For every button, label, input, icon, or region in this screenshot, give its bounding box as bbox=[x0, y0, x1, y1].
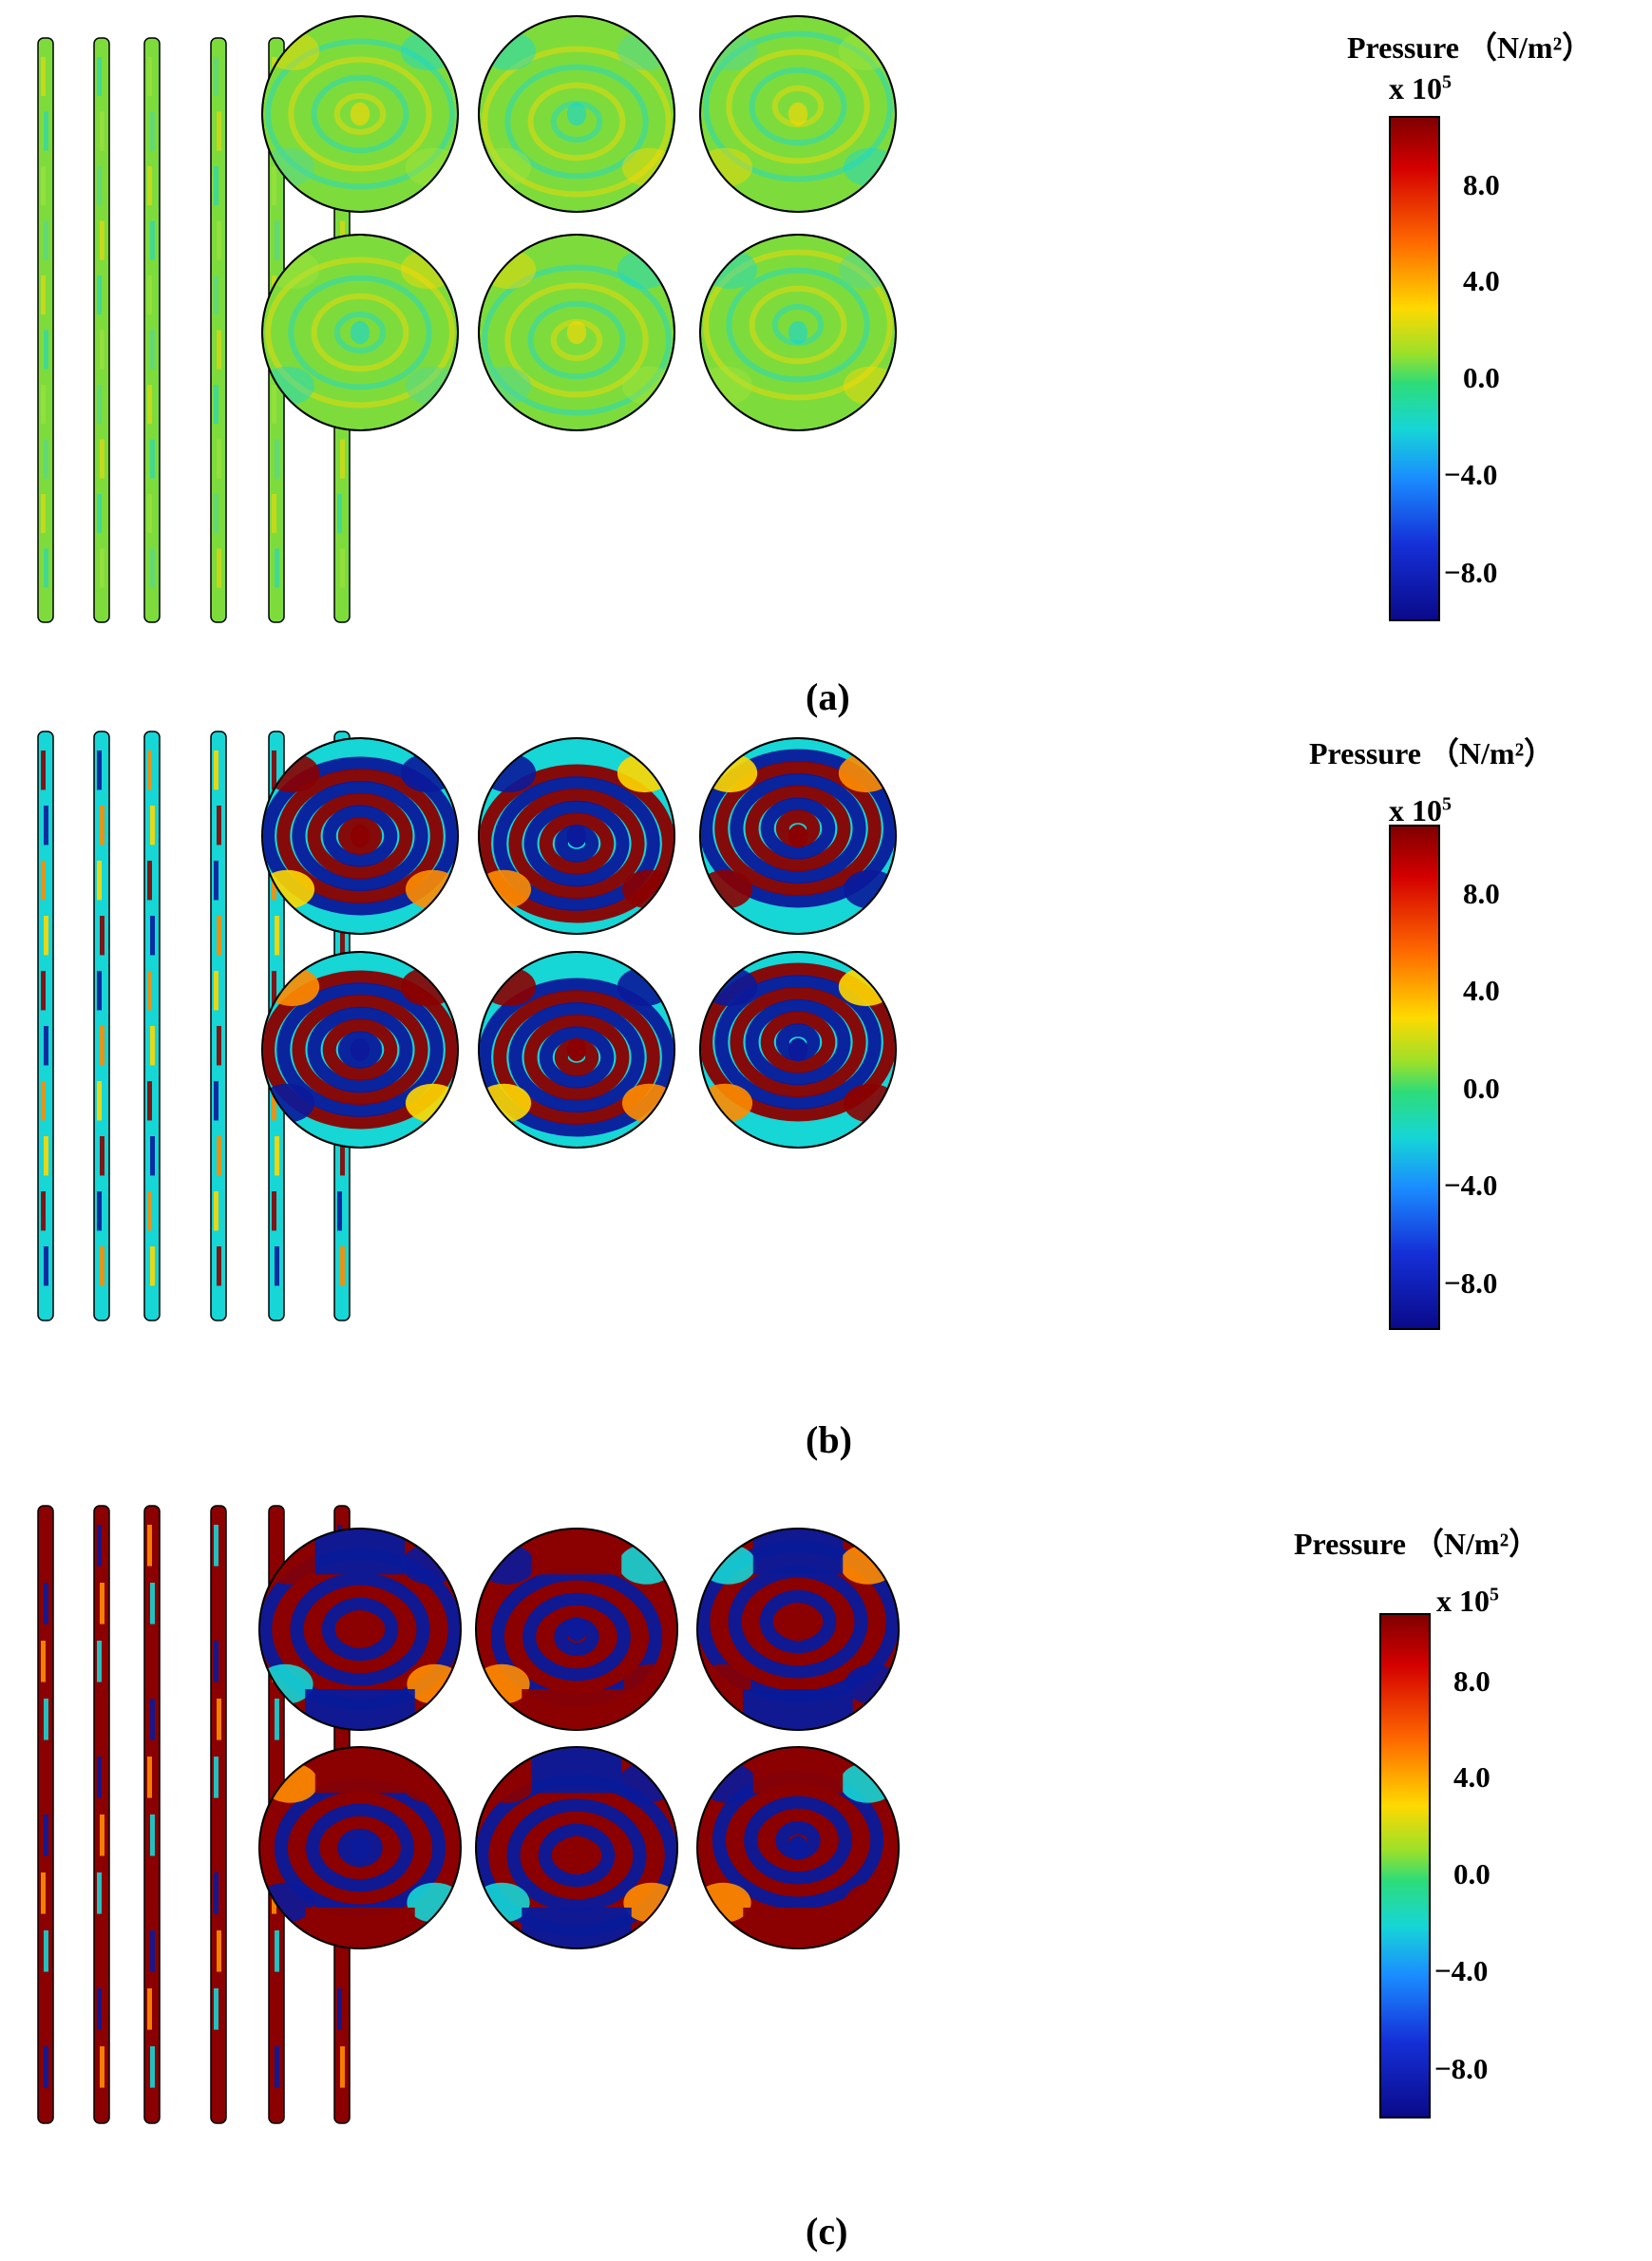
side-view-strip bbox=[210, 1505, 227, 2124]
pressure-disc bbox=[696, 1746, 900, 1949]
panel-caption: (b) bbox=[806, 1418, 852, 1461]
panel-a: Pressure （N/m²） x 105 8.0 4.0 0.0 −4.0 −… bbox=[0, 0, 1652, 718]
colorbar bbox=[1379, 1613, 1431, 2118]
side-view-strip bbox=[37, 1505, 54, 2124]
colorbar-tick: 8.0 bbox=[1453, 1664, 1491, 1698]
colorbar-tick: 4.0 bbox=[1453, 1760, 1491, 1794]
colorbar-exponent: x 105 bbox=[1436, 1584, 1499, 1618]
colorbar-tick: −8.0 bbox=[1444, 1266, 1498, 1300]
pressure-disc bbox=[261, 951, 459, 1149]
side-view-strip bbox=[143, 37, 161, 623]
side-view-strips bbox=[37, 731, 351, 1321]
pressure-disc bbox=[475, 1528, 678, 1731]
colorbar-tick: 8.0 bbox=[1463, 877, 1500, 910]
colorbar-tick: 0.0 bbox=[1453, 1857, 1491, 1890]
colorbar-tick: 8.0 bbox=[1463, 168, 1500, 201]
side-view-strip bbox=[93, 37, 110, 623]
pressure-disc bbox=[699, 234, 897, 431]
side-view-strip bbox=[37, 731, 54, 1321]
pressure-disc bbox=[258, 1528, 462, 1731]
colorbar bbox=[1389, 825, 1440, 1330]
colorbar-title: Pressure （N/m²） bbox=[1309, 736, 1555, 770]
side-view-strip bbox=[210, 37, 227, 623]
pressure-disc-maps bbox=[258, 1528, 900, 1949]
panel-b-maps bbox=[37, 731, 897, 1321]
pressure-disc bbox=[478, 234, 675, 431]
pressure-disc bbox=[261, 234, 459, 431]
pressure-disc bbox=[699, 737, 897, 935]
pressure-disc bbox=[258, 1746, 462, 1949]
panel-c-maps bbox=[37, 1505, 900, 2124]
colorbar-tick: −4.0 bbox=[1444, 1168, 1498, 1202]
colorbar-exponent: x 105 bbox=[1389, 793, 1452, 827]
pressure-disc-maps bbox=[261, 15, 897, 431]
pressure-disc bbox=[699, 15, 897, 213]
pressure-disc bbox=[699, 951, 897, 1149]
colorbar-title: Pressure （N/m²） bbox=[1294, 1527, 1540, 1561]
side-view-strip bbox=[143, 731, 161, 1321]
side-view-strip bbox=[37, 37, 54, 623]
colorbar-tick: 4.0 bbox=[1463, 974, 1500, 1007]
colorbar-tick: −4.0 bbox=[1434, 1954, 1489, 1987]
colorbar-exponent: x 105 bbox=[1389, 71, 1452, 105]
side-view-strip bbox=[210, 731, 227, 1321]
pressure-disc bbox=[478, 951, 675, 1149]
side-view-strip bbox=[93, 731, 110, 1321]
colorbar-tick: −8.0 bbox=[1434, 2052, 1489, 2085]
colorbar-tick: 0.0 bbox=[1463, 361, 1500, 394]
colorbar-title: Pressure （N/m²） bbox=[1347, 30, 1593, 65]
panel-b: Pressure （N/m²） x 105 8.0 4.0 0.0 −4.0 −… bbox=[0, 722, 1652, 1482]
pressure-disc bbox=[261, 15, 459, 213]
pressure-disc bbox=[478, 15, 675, 213]
side-view-strip bbox=[143, 1505, 161, 2124]
side-view-strip bbox=[93, 1505, 110, 2124]
panel-caption: (a) bbox=[806, 675, 850, 718]
pressure-disc bbox=[475, 1746, 678, 1949]
pressure-disc-maps bbox=[261, 737, 897, 1149]
panel-c: Pressure （N/m²） x 105 8.0 4.0 0.0 −4.0 −… bbox=[0, 1482, 1652, 2261]
pressure-disc bbox=[261, 737, 459, 935]
panel-caption: (c) bbox=[806, 2210, 848, 2252]
pressure-disc bbox=[696, 1528, 900, 1731]
colorbar bbox=[1389, 116, 1440, 621]
colorbar-tick: −8.0 bbox=[1444, 556, 1498, 589]
panel-a-maps bbox=[37, 15, 897, 623]
side-view-strips bbox=[37, 37, 351, 623]
colorbar-tick: −4.0 bbox=[1444, 458, 1498, 491]
colorbar-tick: 4.0 bbox=[1463, 264, 1500, 297]
pressure-disc bbox=[478, 737, 675, 935]
colorbar-tick: 0.0 bbox=[1463, 1072, 1500, 1105]
